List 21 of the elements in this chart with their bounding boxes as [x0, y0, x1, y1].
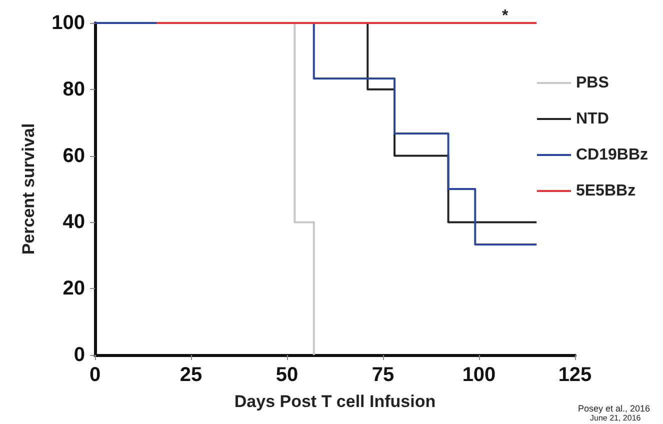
y-tick-label: 80 [62, 78, 85, 100]
annotation: * [502, 8, 509, 24]
y-tick-label: 20 [62, 278, 85, 300]
x-tick-label: 25 [180, 364, 202, 386]
x-tick-label: 0 [89, 364, 101, 386]
text: Posey et al., 2016 [578, 404, 650, 414]
x-tick-label: 75 [372, 364, 394, 386]
x-axis-title: Days Post T cell Infusion [234, 392, 436, 411]
text: June 21, 2016 [590, 414, 642, 422]
y-tick-label: 60 [62, 144, 85, 167]
y-tick-label: 100 [52, 12, 85, 34]
legend-label: CD19BBz [576, 146, 648, 164]
y-tick-label: 0 [74, 344, 85, 366]
legend-label: 5E5BBz [576, 182, 636, 200]
x-tick-label: 50 [276, 364, 298, 386]
x-tick-label: 100 [462, 364, 496, 386]
y-tick-label: 40 [62, 211, 85, 234]
legend-label: NTD [576, 110, 609, 128]
legend-label: PBS [576, 74, 610, 92]
x-tick-label: 125 [558, 364, 592, 386]
y-axis-title: Percent survival [19, 123, 38, 255]
